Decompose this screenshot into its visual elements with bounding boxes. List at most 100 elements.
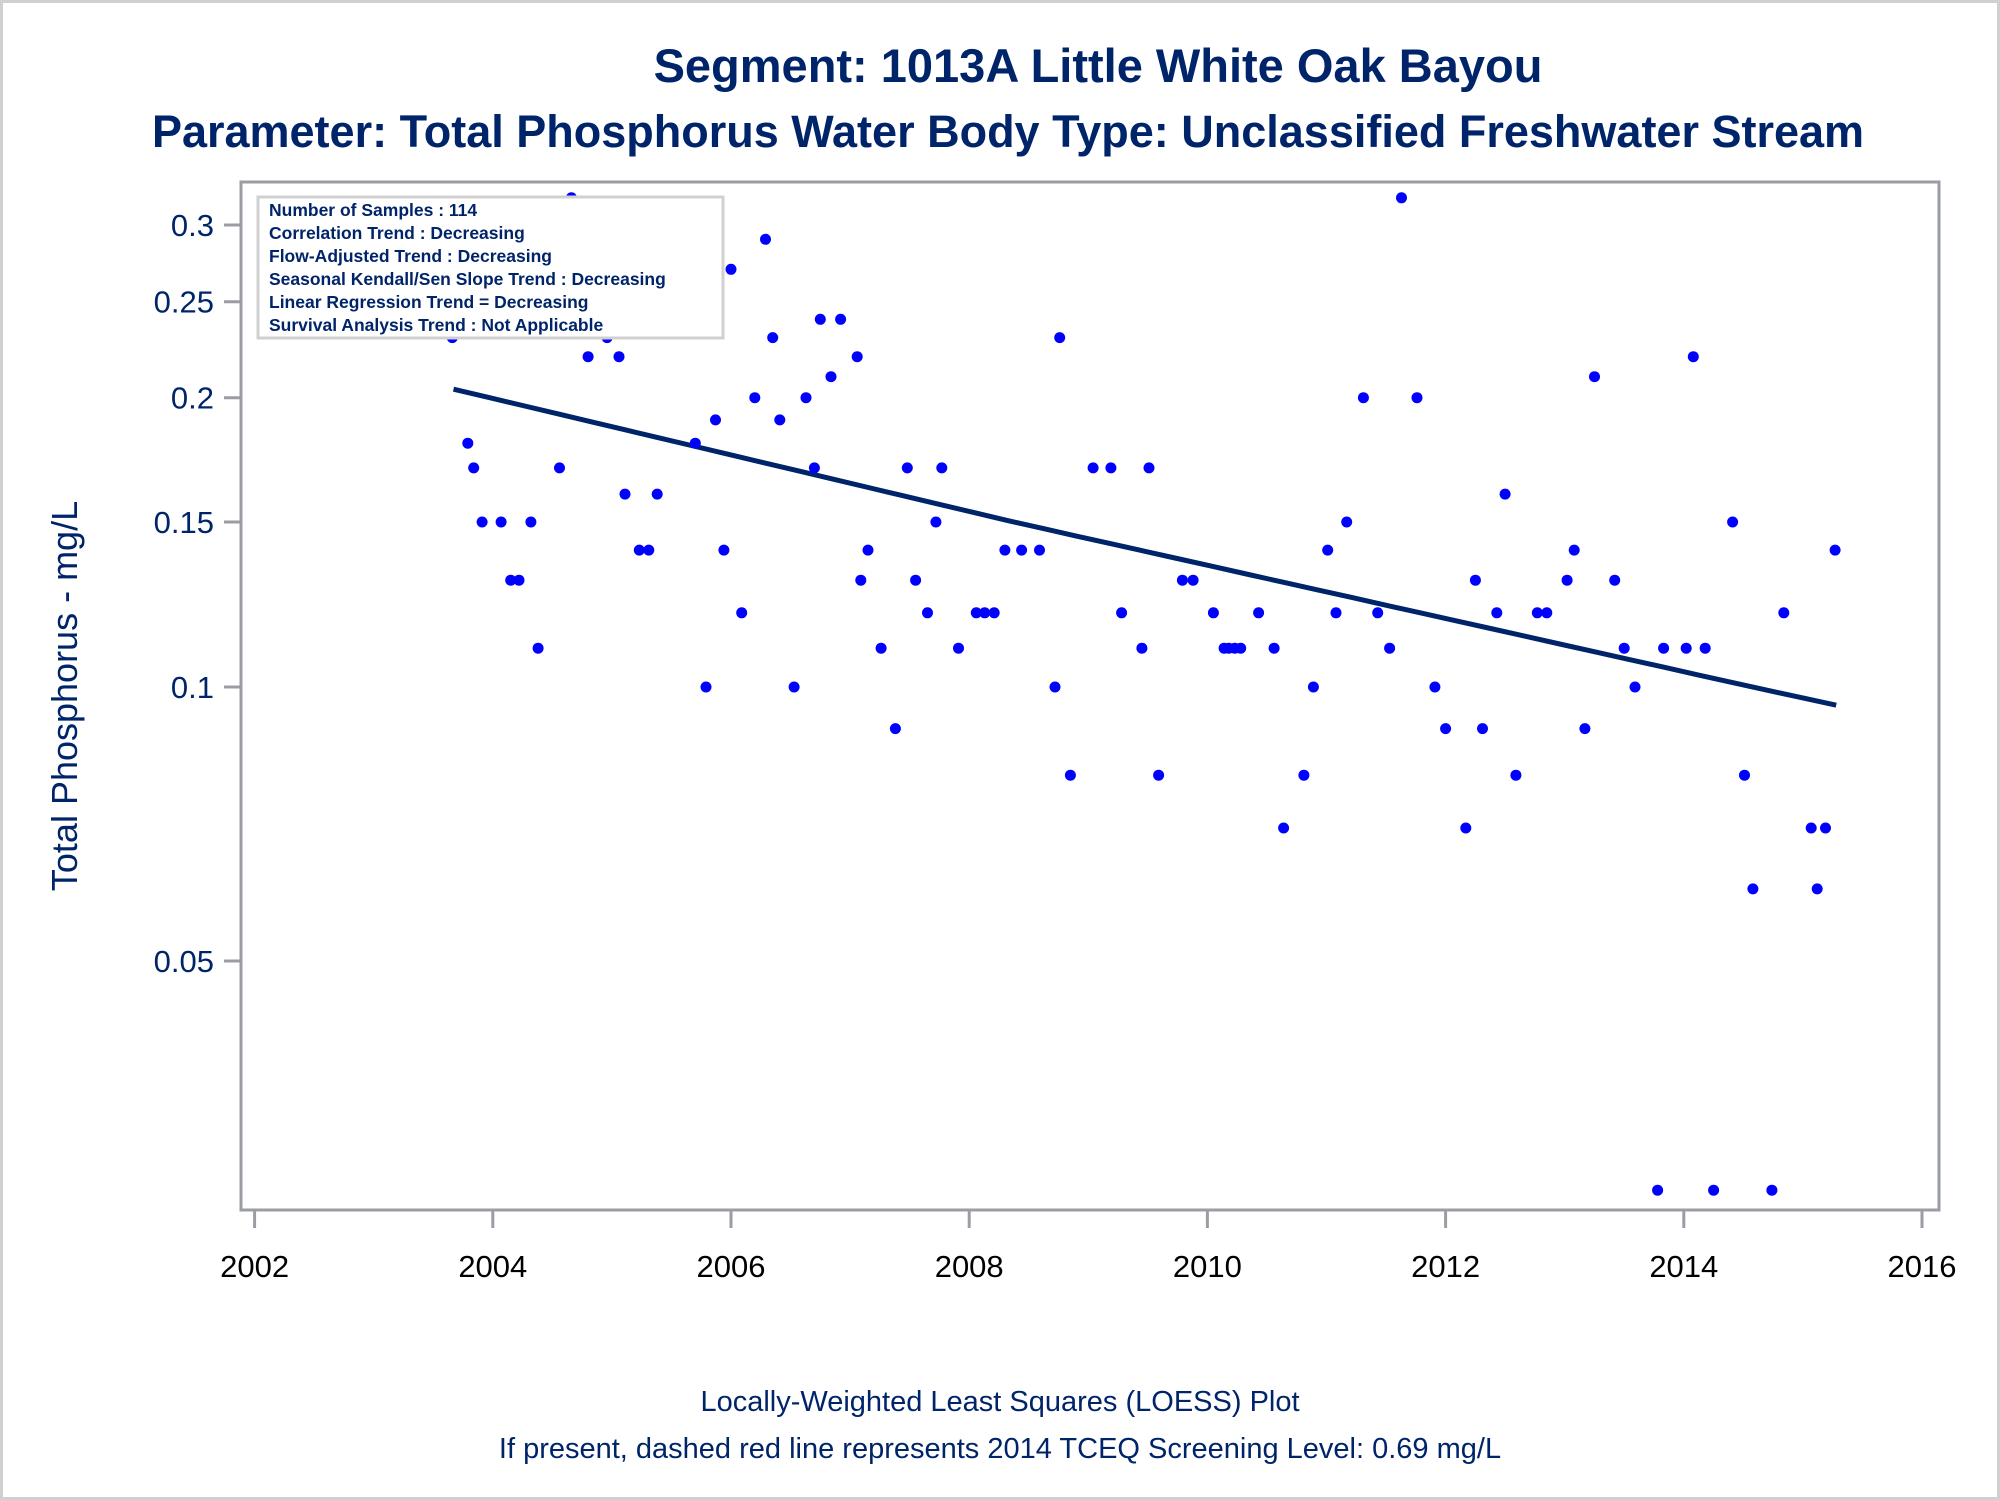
data-point (1561, 574, 1573, 586)
data-point (862, 544, 874, 556)
data-point (922, 607, 933, 619)
y-tick-label: 0.3 (171, 208, 214, 243)
data-point (1680, 642, 1692, 654)
data-points (446, 192, 1841, 1196)
legend-line-survival: Survival Analysis Trend : Not Applicable (269, 315, 603, 335)
data-point (513, 574, 525, 586)
data-point (633, 544, 645, 556)
data-point (999, 544, 1011, 556)
legend-line-linear-regression: Linear Regression Trend = Decreasing (269, 292, 589, 312)
y-tick-label: 0.2 (171, 381, 214, 416)
data-point (1766, 1184, 1778, 1196)
data-point (936, 462, 948, 474)
data-point (1440, 723, 1452, 735)
data-point (1016, 544, 1028, 556)
data-point (1298, 769, 1310, 781)
data-point (582, 351, 594, 363)
data-point (1357, 392, 1369, 404)
data-point (462, 437, 474, 449)
data-point (1116, 607, 1128, 619)
data-point (1609, 574, 1621, 586)
x-tick-label: 2010 (1173, 1249, 1242, 1284)
data-point (1727, 516, 1739, 528)
data-point (901, 462, 913, 474)
data-point (1429, 681, 1441, 693)
loess-trend-line (452, 386, 1837, 708)
data-point (1531, 607, 1543, 619)
data-point (1143, 462, 1155, 474)
data-point (1054, 332, 1066, 344)
plot-area (239, 180, 1941, 1212)
data-point (875, 642, 887, 654)
legend-line-seasonal-kendall: Seasonal Kendall/Sen Slope Trend : Decre… (269, 269, 666, 289)
data-point (1820, 822, 1831, 834)
data-point (532, 642, 544, 654)
data-point (970, 607, 982, 619)
x-axis: 2002 2004 2006 2008 2010 2012 2014 2016 (220, 1210, 1956, 1284)
data-point (1510, 769, 1522, 781)
data-point (1708, 1184, 1720, 1196)
data-point (689, 437, 701, 449)
legend-line-samples: Number of Samples : 114 (269, 200, 477, 220)
data-point (718, 544, 730, 556)
data-point (767, 332, 779, 344)
legend: Number of Samples : 114 Correlation Tren… (256, 195, 725, 340)
data-point (953, 642, 964, 654)
data-point (1268, 642, 1280, 654)
data-point (1589, 371, 1600, 383)
legend-line-flow-adjusted: Flow-Adjusted Trend : Decreasing (269, 246, 552, 266)
data-point (910, 574, 922, 586)
data-point (736, 607, 748, 619)
x-tick-label: 2006 (697, 1249, 766, 1284)
data-point (1629, 681, 1641, 693)
data-point (749, 392, 761, 404)
legend-line-correlation: Correlation Trend : Decreasing (269, 223, 525, 243)
data-point (1829, 544, 1841, 556)
data-point (1491, 607, 1503, 619)
y-tick-label: 0.25 (154, 285, 214, 320)
data-point (1253, 607, 1265, 619)
data-point (1278, 822, 1290, 834)
data-point (1153, 769, 1165, 781)
data-point (930, 516, 942, 528)
x-tick-label: 2008 (935, 1249, 1004, 1284)
data-point (1187, 574, 1199, 586)
data-point (1207, 607, 1219, 619)
data-point (979, 607, 991, 619)
data-point (613, 351, 625, 363)
data-point (1652, 1184, 1664, 1196)
data-point (814, 313, 826, 325)
footnote-loess: Locally-Weighted Least Squares (LOESS) P… (700, 1386, 1299, 1418)
data-point (1411, 392, 1423, 404)
y-tick-label: 0.1 (171, 670, 214, 705)
data-point (651, 488, 663, 500)
data-point (1687, 351, 1699, 363)
data-point (700, 681, 712, 693)
data-point (825, 371, 837, 383)
data-point (988, 607, 1000, 619)
data-point (1049, 681, 1061, 693)
trend-line-group (452, 386, 1837, 708)
data-point (1460, 822, 1472, 834)
data-point (554, 462, 565, 474)
data-point (619, 488, 631, 500)
data-point (710, 414, 721, 426)
y-tick-label: 0.15 (154, 505, 214, 540)
data-point (476, 516, 488, 528)
data-point (1136, 642, 1148, 654)
data-point (1176, 574, 1188, 586)
x-tick-label: 2012 (1411, 1249, 1480, 1284)
y-axis-label: Total Phosphorus - mg/L (44, 501, 85, 891)
data-point (1372, 607, 1384, 619)
data-point (774, 414, 786, 426)
data-point (835, 313, 847, 325)
data-point (495, 516, 507, 528)
data-point (788, 681, 800, 693)
data-point (800, 392, 812, 404)
data-point (1384, 642, 1396, 654)
data-point (525, 516, 537, 528)
data-point (1322, 544, 1334, 556)
data-point (760, 233, 771, 245)
